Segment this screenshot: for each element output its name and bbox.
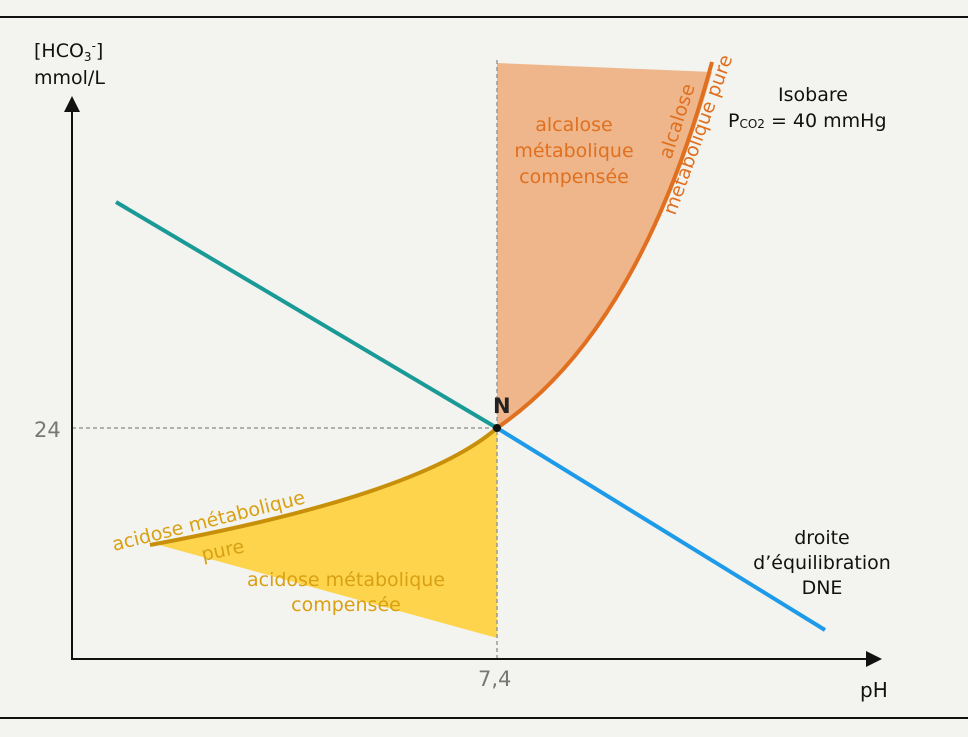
isobare-title: Isobare <box>778 84 848 106</box>
buffer-line-teal <box>114 200 499 430</box>
alkalosis-compensated-label-3: compensée <box>519 166 629 188</box>
dne-label-line3: DNE <box>802 577 843 599</box>
x-tick-7-4: 7,4 <box>478 667 511 691</box>
acidosis-compensated-region <box>152 428 497 638</box>
y-tick-24: 24 <box>34 418 61 442</box>
acidosis-compensated-label-2: compensée <box>291 594 401 616</box>
dne-label-line1: droite <box>794 527 850 549</box>
y-axis-label: [HCO3-] <box>34 39 103 64</box>
dne-label-line2: d’équilibration <box>753 552 891 574</box>
isobare-pressure: PCO2 = 40 mmHg <box>728 110 887 132</box>
alkalosis-compensated-label-1: alcalose <box>535 114 613 136</box>
alkalosis-pure-curve <box>495 61 714 430</box>
alkalosis-compensated-label-2: métabolique <box>514 140 633 162</box>
x-axis-label: pH <box>860 678 888 702</box>
y-axis-unit: mmol/L <box>34 67 105 89</box>
buffer-line-blue <box>495 426 827 632</box>
normal-point-marker <box>493 424 501 432</box>
alkalosis-compensated-region <box>497 63 712 428</box>
acidosis-pure-curve <box>149 426 499 547</box>
normal-point-label: N <box>493 394 511 418</box>
acidosis-compensated-label-1: acidose métabolique <box>247 569 445 591</box>
